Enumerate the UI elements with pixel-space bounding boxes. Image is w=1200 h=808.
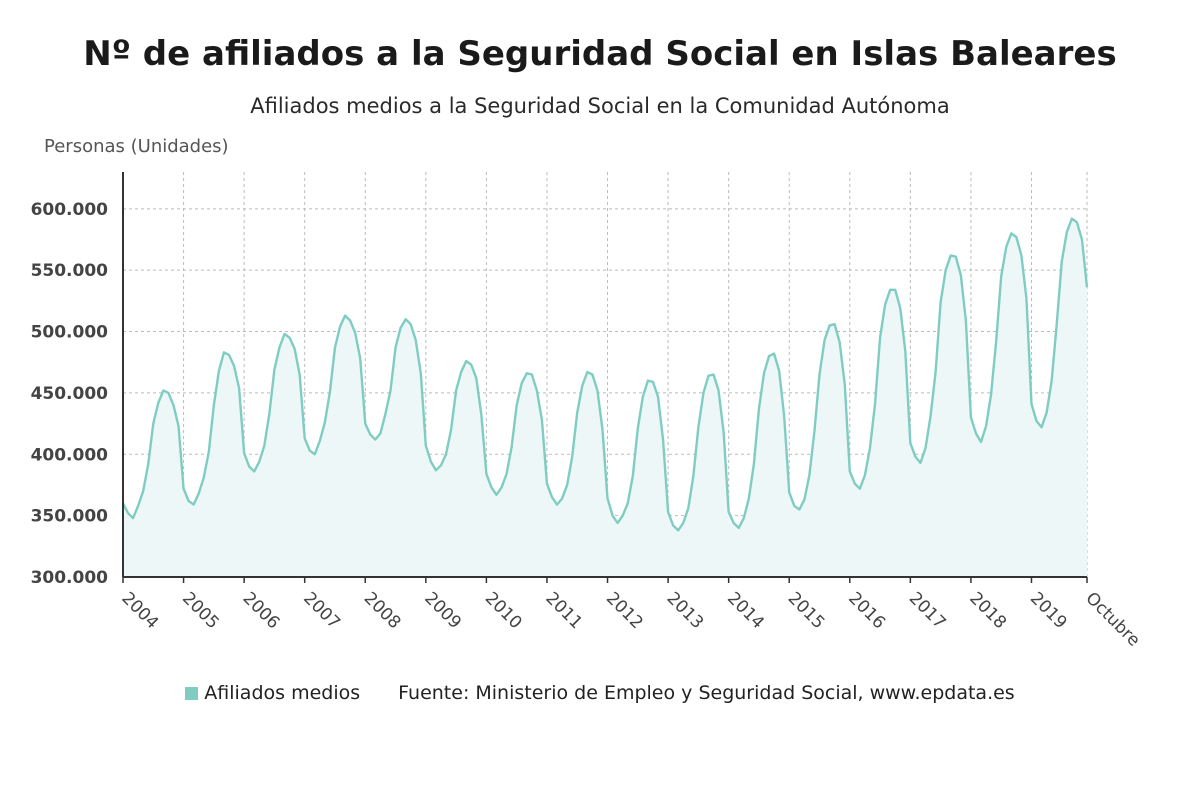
chart-title: Nº de afiliados a la Seguridad Social en… [83,34,1117,74]
x-tick-label: 2012 [602,588,647,633]
legend-swatch [185,687,199,700]
footer: Afiliados medios Fuente: Ministerio de Em… [0,682,1200,704]
x-tick-labels: 2004 2005 2006 2007 2008 2009 2010 2011 2012 2013… [117,588,1143,650]
x-tick-label: 2015 [784,588,829,633]
x-tick-label: 2008 [360,588,405,633]
x-tick-label: 2013 [663,588,708,633]
x-tick-label: 2005 [178,588,223,633]
x-tick-label: 2011 [541,588,586,633]
x-tick-label: 2004 [117,588,162,633]
x-tick-label: 2016 [844,588,889,633]
series-line-afiliados-medios [121,217,1089,532]
x-tick-label: 2018 [965,588,1010,633]
source-text: Fuente: Ministerio de Empleo y Seguridad… [398,682,1015,704]
x-tick-label: 2010 [481,588,526,633]
y-tick-label: 300.000 [31,568,109,588]
y-tick-label: 450.000 [31,384,109,404]
y-tick-labels: 300.000 350.000 400.000 450.000 500.000 550.0… [31,200,109,588]
chart-subtitle: Afiliados medios a la Seguridad Social e… [250,94,950,118]
x-tick-label: Octubre [1081,588,1143,650]
x-tick-label: 2017 [905,588,950,633]
x-tick-label: 2019 [1026,588,1071,633]
y-axis-label: Personas (Unidades) [44,136,229,157]
x-tick-label: 2009 [420,588,465,633]
x-tick-label: 2006 [239,588,284,633]
y-tick-label: 550.000 [31,261,109,281]
y-tick-label: 350.000 [31,507,109,527]
x-tick-label: 2014 [723,588,768,633]
legend-label: Afiliados medios [204,682,361,704]
axes [122,172,1088,583]
y-tick-label: 600.000 [31,200,109,220]
y-tick-label: 400.000 [31,445,109,465]
y-tick-label: 500.000 [31,323,109,343]
x-tick-label: 2007 [299,588,344,633]
series-area-fill [123,218,1087,577]
